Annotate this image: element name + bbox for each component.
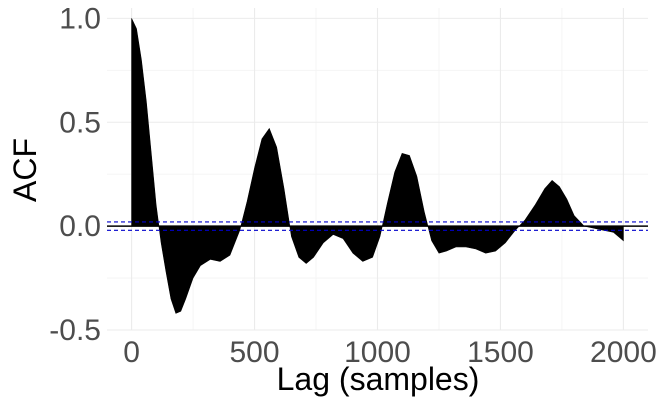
x-tick-label: 1500 [467, 336, 534, 369]
y-tick-label: 0.5 [59, 106, 101, 139]
x-tick-label: 2000 [590, 336, 656, 369]
y-tick-label: 1.0 [59, 2, 101, 35]
x-tick-labels: 0 500 1000 1500 2000 [123, 336, 656, 369]
y-tick-label: 0.0 [59, 210, 101, 243]
x-tick-label: 500 [230, 336, 280, 369]
acf-area-path [131, 18, 624, 314]
x-axis-title: Lag (samples) [277, 361, 480, 397]
reference-lines [107, 221, 648, 231]
x-tick-label: 0 [123, 336, 140, 369]
y-tick-label: -0.5 [49, 314, 101, 347]
y-tick-labels: -0.5 0.0 0.5 1.0 [49, 2, 101, 347]
acf-area [131, 18, 624, 314]
y-axis-title: ACF [7, 138, 43, 202]
x-tick-label: 1000 [344, 336, 411, 369]
